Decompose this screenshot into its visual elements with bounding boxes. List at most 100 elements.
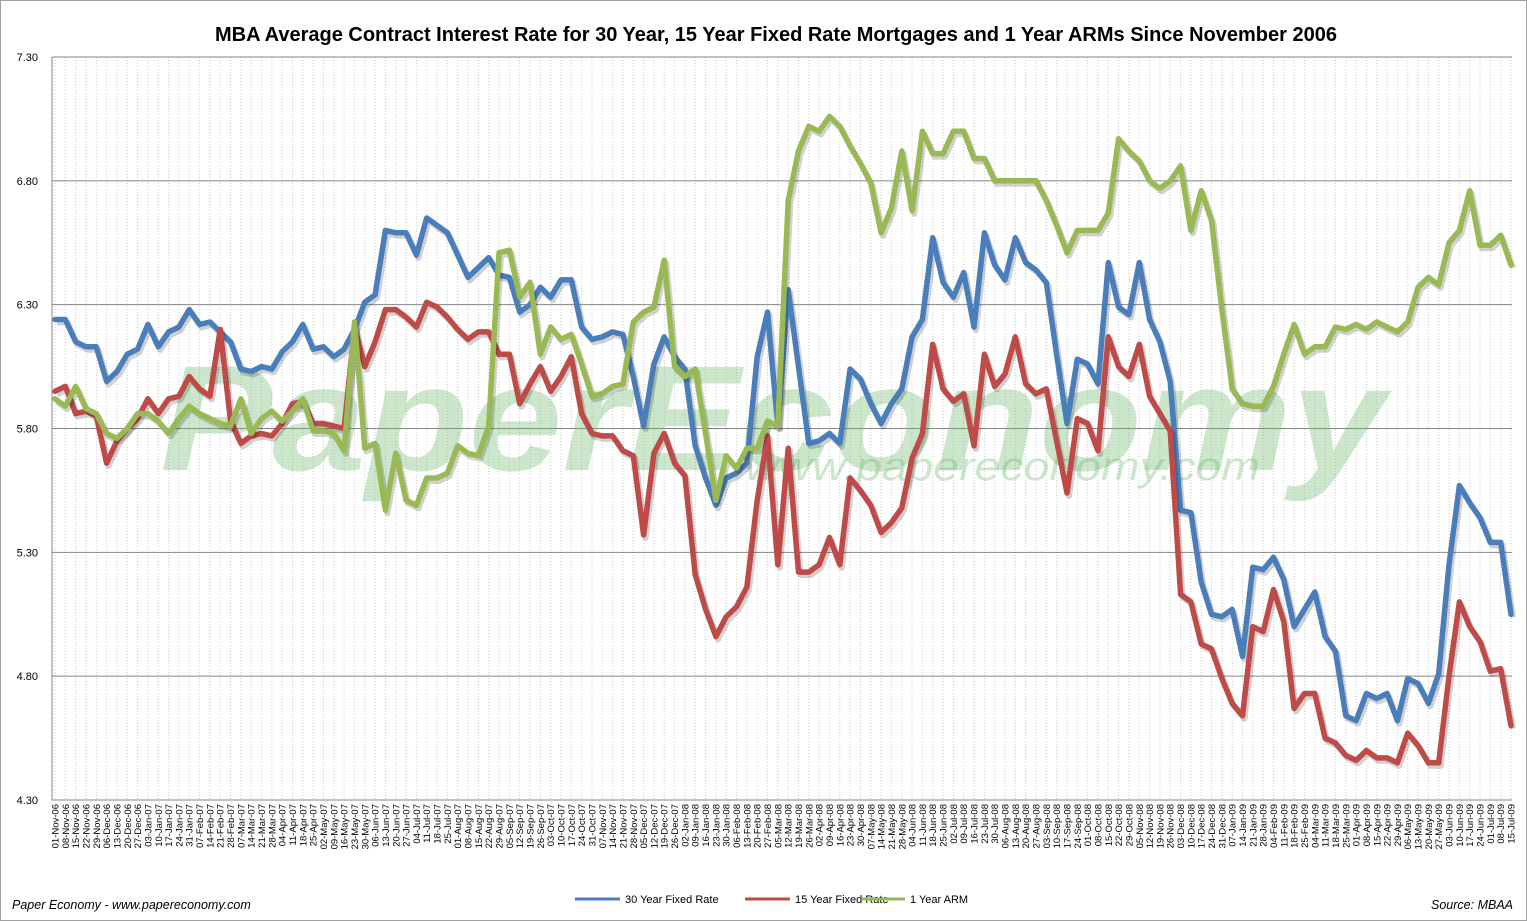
- x-tick-label: 12-Nov-08: [1145, 804, 1156, 848]
- x-tick-label: 30-Jul-08: [990, 804, 1001, 844]
- x-tick-label: 20-Aug-08: [1021, 804, 1032, 848]
- x-tick-label: 16-Jan-08: [701, 804, 712, 847]
- x-tick-label: 13-May-09: [1414, 804, 1425, 849]
- y-tick-label: 5.80: [17, 424, 38, 436]
- x-tick-label: 26-Dec-07: [670, 804, 681, 848]
- x-tick-label: 04-Mar-09: [1310, 804, 1321, 848]
- x-tick-label: 05-Nov-08: [1135, 804, 1146, 848]
- y-tick-label: 7.30: [17, 52, 38, 64]
- x-tick-label: 01-Jul-09: [1486, 804, 1497, 844]
- x-tick-label: 03-Sep-08: [1042, 804, 1053, 848]
- x-tick-label: 15-Nov-06: [71, 804, 82, 848]
- x-tick-label: 05-Mar-08: [773, 804, 784, 848]
- x-tick-label: 16-Jul-08: [970, 804, 981, 844]
- x-tick-label: 04-Jul-07: [412, 804, 423, 844]
- x-tick-label: 21-Mar-07: [257, 804, 268, 848]
- x-tick-label: 17-Sep-08: [1062, 804, 1073, 848]
- x-tick-label: 08-Apr-09: [1362, 804, 1373, 846]
- x-tick-label: 13-Jun-07: [381, 804, 392, 847]
- x-tick-label: 26-Sep-07: [536, 804, 547, 848]
- x-tick-label: 02-Jul-08: [949, 804, 960, 844]
- x-tick-label: 11-Jul-07: [422, 804, 433, 843]
- x-tick-label: 10-Dec-08: [1186, 804, 1197, 848]
- x-tick-label: 27-Feb-08: [763, 804, 774, 848]
- x-tick-label: 29-Aug-07: [495, 804, 506, 848]
- x-tick-label: 11-Feb-09: [1279, 804, 1290, 847]
- x-tick-label: 23-Apr-08: [846, 804, 857, 846]
- chart-title: MBA Average Contract Interest Rate for 3…: [215, 24, 1337, 46]
- x-tick-label: 28-May-08: [897, 804, 908, 849]
- y-tick-label: 4.30: [17, 795, 38, 807]
- x-tick-label: 17-Oct-07: [567, 804, 578, 846]
- x-tick-label: 15-Aug-07: [474, 804, 485, 848]
- legend: 30 Year Fixed Rate 15 Year Fixed Rate 1 …: [575, 894, 968, 906]
- x-tick-label: 30-Jan-08: [722, 804, 733, 847]
- x-tick-label: 15-Oct-08: [1104, 804, 1115, 846]
- x-tick-label: 25-Apr-07: [309, 804, 320, 846]
- x-tick-label: 18-Jun-08: [928, 804, 939, 847]
- x-tick-label: 24-Oct-07: [577, 804, 588, 846]
- x-tick-label: 25-Jul-07: [443, 804, 454, 844]
- x-tick-label: 24-Sep-08: [1073, 804, 1084, 848]
- x-tick-label: 07-Jan-09: [1228, 804, 1239, 847]
- x-tick-label: 09-Jul-08: [959, 804, 970, 844]
- y-tick-label: 5.30: [17, 547, 38, 559]
- x-tick-label: 24-Jan-07: [174, 804, 185, 847]
- x-tick-label: 20-Jun-07: [391, 804, 402, 847]
- x-tick-label: 08-Jul-09: [1496, 804, 1507, 844]
- x-tick-label: 21-Jan-09: [1248, 804, 1259, 847]
- x-tick-label: 07-May-08: [866, 804, 877, 849]
- x-tick-label: 08-Nov-06: [61, 804, 72, 848]
- x-tick-label: 27-Jun-07: [402, 804, 413, 847]
- x-tick-label: 15-Jul-09: [1507, 804, 1518, 844]
- x-tick-label: 31-Dec-08: [1217, 804, 1228, 848]
- x-tick-label: 10-Oct-07: [556, 804, 567, 846]
- x-tick-label: 28-Feb-07: [226, 804, 237, 848]
- x-tick-label: 17-Dec-08: [1197, 804, 1208, 848]
- x-tick-label: 22-Aug-07: [484, 804, 495, 848]
- x-tick-label: 07-Nov-07: [598, 804, 609, 848]
- x-tick-label: 14-Feb-07: [205, 804, 216, 848]
- x-tick-label: 24-Jun-09: [1476, 804, 1487, 847]
- x-tick-label: 18-Apr-07: [298, 804, 309, 846]
- x-tick-label: 10-Jun-09: [1455, 804, 1466, 847]
- x-tick-label: 22-Nov-06: [81, 804, 92, 848]
- x-tick-label: 19-Sep-07: [526, 804, 537, 848]
- x-tick-label: 25-Feb-09: [1300, 804, 1311, 848]
- x-tick-label: 02-Apr-08: [815, 804, 826, 846]
- x-tick-label: 14-Mar-07: [247, 804, 258, 848]
- y-tick-label: 6.30: [17, 300, 38, 312]
- x-tick-label: 12-Dec-07: [649, 804, 660, 848]
- x-tick-label: 30-May-07: [360, 804, 371, 849]
- x-tick-label: 01-Oct-08: [1083, 804, 1094, 846]
- x-tick-label: 26-Nov-08: [1166, 804, 1177, 848]
- x-tick-label: 16-May-07: [340, 804, 351, 849]
- x-tick-label: 12-Mar-08: [784, 804, 795, 848]
- x-tick-label: 21-Feb-07: [216, 804, 227, 848]
- x-tick-label: 10-Sep-08: [1052, 804, 1063, 848]
- x-tick-label: 25-Mar-09: [1341, 804, 1352, 848]
- x-tick-label: 28-Jan-09: [1259, 804, 1270, 847]
- x-tick-label: 06-Feb-08: [732, 804, 743, 848]
- x-tick-label: 01-Apr-09: [1352, 804, 1363, 846]
- x-tick-label: 17-Jun-09: [1465, 804, 1476, 847]
- x-tick-label: 05-Dec-07: [639, 804, 650, 848]
- x-tick-label: 06-Dec-06: [102, 804, 113, 848]
- x-tick-label: 11-Jun-08: [918, 804, 929, 846]
- x-tick-label: 31-Oct-07: [587, 804, 598, 846]
- x-tick-label: 30-Apr-08: [856, 804, 867, 846]
- legend-label-30yr: 30 Year Fixed Rate: [625, 894, 719, 906]
- x-tick-label: 04-Jun-08: [908, 804, 919, 847]
- footer-source: Source: MBAA: [1431, 898, 1513, 912]
- x-tick-label: 13-Aug-08: [1011, 804, 1022, 848]
- x-tick-label: 23-May-07: [350, 804, 361, 849]
- x-tick-label: 29-Oct-08: [1124, 804, 1135, 846]
- x-tick-label: 15-Apr-09: [1372, 804, 1383, 846]
- x-tick-label: 28-Mar-07: [267, 804, 278, 848]
- x-tick-label: 28-Nov-07: [629, 804, 640, 848]
- x-tick-label: 04-Feb-09: [1269, 804, 1280, 848]
- x-tick-label: 25-Jun-08: [939, 804, 950, 847]
- x-tick-label: 08-Oct-08: [1093, 804, 1104, 846]
